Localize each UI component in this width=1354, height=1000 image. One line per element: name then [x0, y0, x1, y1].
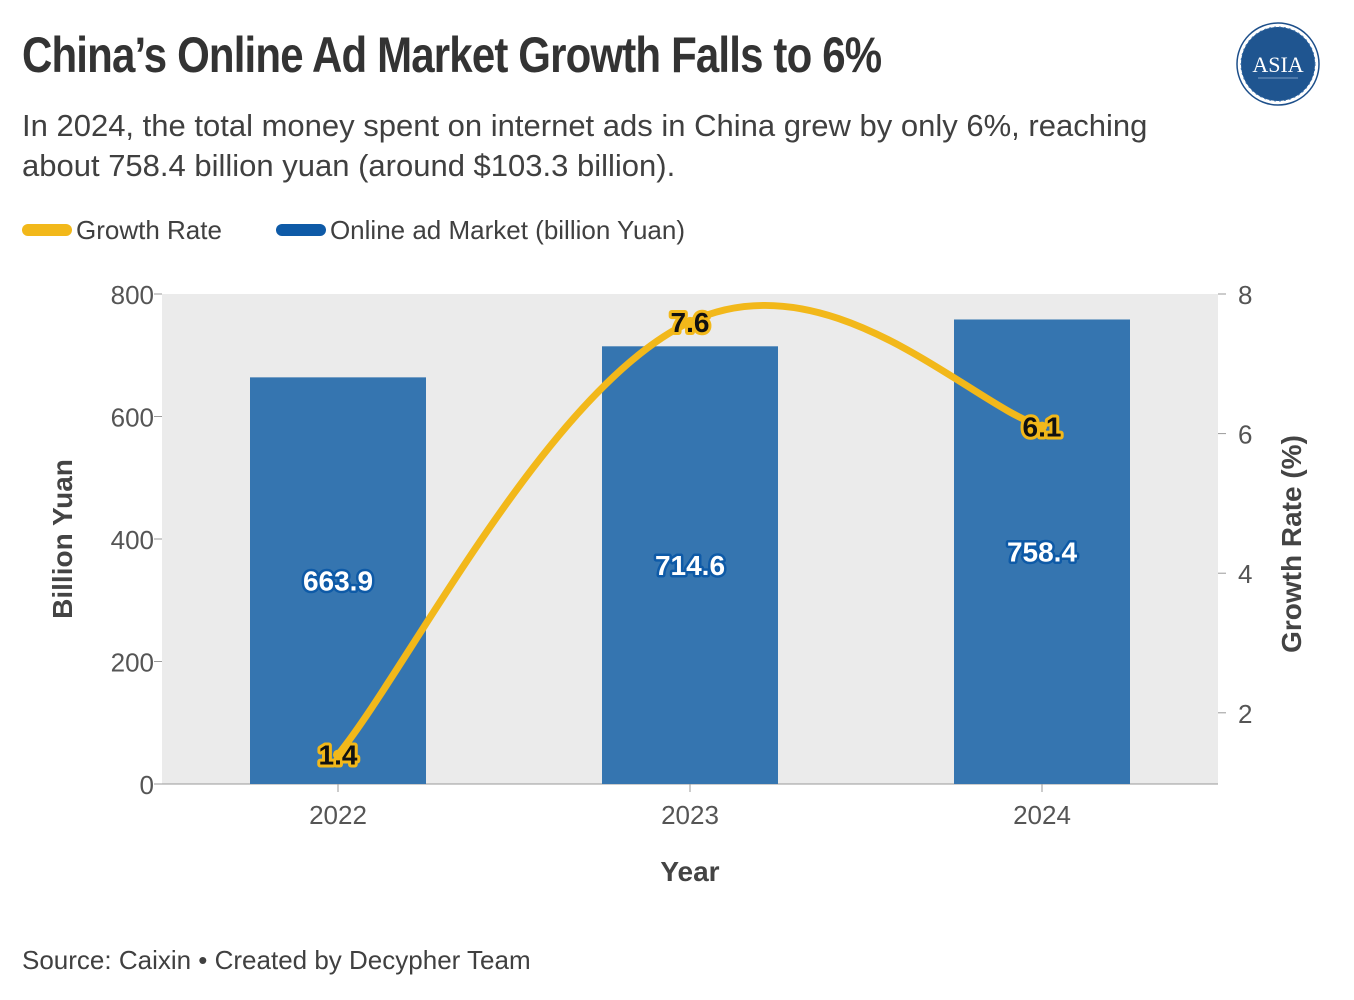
- globe-logo-icon: ASIA: [1236, 22, 1320, 106]
- bar: [250, 377, 426, 784]
- y-tick-label: 0: [140, 770, 154, 800]
- legend-swatch-growth-rate: [22, 224, 72, 236]
- y2-tick-label: 2: [1238, 699, 1252, 729]
- y-tick-label: 200: [111, 648, 154, 678]
- x-tick-label: 2023: [661, 800, 719, 830]
- legend-item-growth-rate[interactable]: Growth Rate: [22, 215, 222, 246]
- bar: [602, 346, 778, 784]
- y2-tick-label: 4: [1238, 559, 1252, 589]
- growth-rate-data-label: 7.6: [671, 307, 710, 338]
- legend-label-online-ad-market: Online ad Market (billion Yuan): [329, 214, 686, 245]
- y2-tick-label: 8: [1238, 280, 1252, 310]
- bar-data-label: 758.4: [1007, 537, 1077, 568]
- legend-label-growth-rate: Growth Rate: [76, 214, 222, 245]
- y-tick-label: 400: [111, 525, 154, 555]
- bar: [954, 319, 1130, 784]
- y2-axis-title: Growth Rate (%): [1276, 435, 1307, 653]
- x-axis-title: Year: [660, 856, 719, 887]
- logo-text: ASIA: [1252, 52, 1303, 77]
- bar-data-label: 663.9: [303, 566, 373, 597]
- y-tick-label: 600: [111, 403, 154, 433]
- x-tick-label: 2022: [309, 800, 367, 830]
- chart-title: China’s Online Ad Market Growth Falls to…: [22, 27, 882, 83]
- bar-data-label: 714.6: [655, 550, 725, 581]
- source-note: Source: Caixin • Created by Decypher Tea…: [22, 945, 531, 975]
- y-tick-label: 800: [111, 280, 154, 310]
- growth-rate-point: [1037, 421, 1047, 432]
- y-axis-title: Billion Yuan: [47, 459, 78, 619]
- x-tick-label: 2024: [1013, 800, 1071, 830]
- legend-item-online-ad-market[interactable]: Online ad Market (billion Yuan): [275, 214, 686, 246]
- growth-rate-data-label: 1.4: [319, 740, 358, 771]
- plot-background: [162, 294, 1218, 784]
- legend-swatch-online-ad-market: [275, 224, 326, 236]
- growth-rate-point: [333, 749, 343, 760]
- growth-rate-data-label: 6.1: [1023, 412, 1062, 443]
- legend: Growth Rate Online ad Market (billion Yu…: [22, 213, 739, 247]
- growth-rate-point: [685, 316, 695, 327]
- y2-tick-label: 6: [1238, 420, 1252, 450]
- growth-rate-line: [334, 301, 1046, 759]
- chart-subtitle: In 2024, the total money spent on intern…: [22, 108, 1148, 183]
